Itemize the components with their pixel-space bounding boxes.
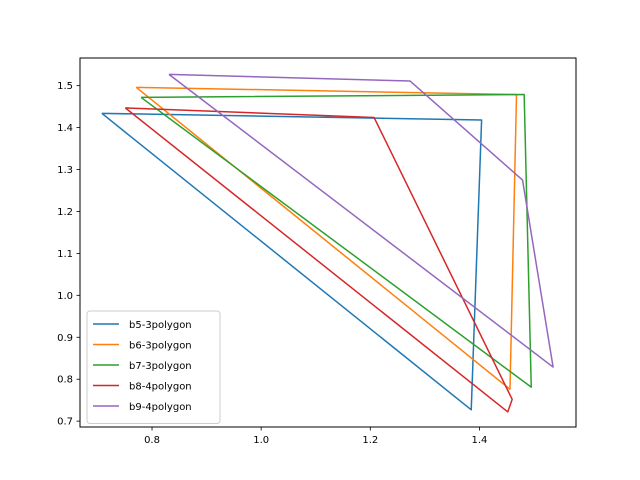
legend-label: b8-4polygon [129, 382, 192, 393]
y-tick-label: 0.9 [57, 333, 73, 344]
series-line-b9-4polygon [168, 73, 554, 368]
series-line-b7-3polygon [140, 93, 533, 388]
legend-label: b5-3polygon [129, 320, 192, 331]
y-tick-label: 1.0 [57, 291, 73, 302]
y-tick-label: 0.8 [57, 375, 73, 386]
y-tick-label: 1.4 [57, 123, 73, 134]
y-tick-label: 1.3 [57, 165, 73, 176]
legend-label: b7-3polygon [129, 361, 192, 372]
legend: b5-3polygon b6-3polygon b7-3polygon b8-4pol… [86, 310, 221, 424]
y-axis: 0.7 0.8 0.9 1.0 1.1 1.2 1.3 1.4 1.5 [57, 81, 80, 428]
axes-frame [79, 57, 577, 428]
x-tick-label: 1.0 [253, 435, 269, 446]
y-tick-label: 1.1 [57, 249, 73, 260]
x-tick-label: 1.2 [362, 435, 378, 446]
legend-label: b6-3polygon [129, 341, 192, 352]
plot-area [101, 73, 554, 413]
y-tick-label: 1.5 [57, 81, 73, 92]
legend-box [86, 310, 221, 424]
series-line-b8-4polygon [124, 107, 513, 413]
x-axis: 0.8 1.0 1.2 1.4 [144, 427, 487, 446]
series-line-b6-3polygon [135, 86, 518, 391]
x-tick-label: 1.4 [471, 435, 487, 446]
legend-label: b9-4polygon [129, 402, 192, 413]
series-line-b5-3polygon [101, 112, 483, 411]
y-tick-label: 1.2 [57, 207, 73, 218]
y-tick-label: 0.7 [57, 417, 73, 428]
x-tick-label: 0.8 [144, 435, 160, 446]
